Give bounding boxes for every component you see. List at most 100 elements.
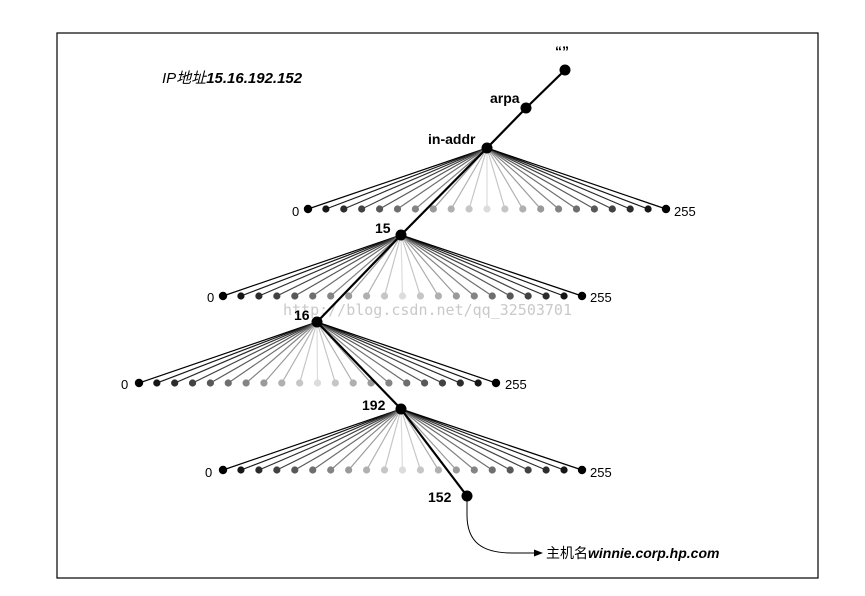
node-in-addr [481, 142, 493, 154]
node-192-label: 192 [362, 397, 386, 413]
fan-2-edge [330, 234, 402, 297]
fan-2-edge [400, 234, 529, 297]
fan-4-child-node [273, 466, 281, 474]
fan-3-child-node [153, 379, 161, 387]
node-152-label: 152 [428, 489, 452, 505]
hostname-arrow [466, 496, 538, 554]
fan-2-edge [400, 234, 583, 297]
fan-2-edge [400, 234, 493, 297]
fan-2-child-node [273, 292, 281, 300]
fan-3-child-node [188, 379, 197, 387]
fan-2-child-node [380, 292, 389, 300]
fan-3-child-node [313, 379, 322, 387]
fan-3-high-label: 255 [505, 377, 527, 392]
fan-2-child-node [560, 292, 568, 300]
fan-1-child-node [501, 205, 509, 213]
tree-nodes [311, 64, 571, 502]
fan-3-edge [210, 321, 318, 384]
fan-4-edge [294, 408, 402, 471]
fan-3-edge [316, 321, 479, 384]
fan-1-edge [486, 147, 542, 210]
fan-2-edge [366, 234, 402, 297]
fan-1-edge [486, 147, 613, 210]
hostname-caption: 主机名winnie.corp.hp.com [546, 545, 719, 561]
fan-1-edge [486, 147, 631, 210]
fan-3-child-node [438, 379, 447, 387]
node-15 [395, 229, 407, 241]
fan-4-child-node [470, 466, 478, 474]
fan-2-child-node [542, 292, 550, 300]
fan-4-child-node [542, 466, 550, 474]
fan-groups [134, 147, 671, 475]
diagram-frame [56, 32, 819, 579]
fan-4-edge [400, 408, 439, 471]
fan-3-child-node [171, 379, 179, 387]
fan-2-child-node [237, 292, 245, 300]
fan-1-child-node [483, 205, 491, 213]
fan-4-child-node [506, 466, 514, 474]
fan-4-child-node [327, 466, 335, 474]
fan-1-edge [486, 147, 524, 210]
fan-3-child-node [278, 379, 286, 387]
fan-2-high-label: 255 [590, 290, 612, 305]
fan-1-child-node [661, 204, 671, 214]
fan-2-edge [400, 234, 511, 297]
fan-2-edge [400, 234, 404, 297]
fan-1-low-label: 0 [292, 204, 299, 219]
fan-2-child-node [470, 292, 478, 300]
fan-1-edge [397, 147, 488, 210]
fan-3-edge [227, 321, 318, 384]
fan-3-low-label: 0 [121, 377, 128, 392]
fan-2-edge [222, 234, 402, 297]
fan-4-edge [400, 408, 404, 471]
fan-3-edge [316, 321, 354, 384]
fan-2-edge [312, 234, 402, 297]
fan-4-edge [400, 408, 565, 471]
fan-1-child-node [322, 205, 330, 213]
ip-address-value: 15.16.192.152 [206, 70, 303, 87]
fan-4-child-node [363, 466, 371, 474]
fan-4-edge [258, 408, 402, 471]
edge-root-arpa [525, 69, 566, 109]
fan-3-edge [316, 321, 319, 384]
edge-inaddr-15 [400, 147, 488, 236]
fan-3-edge [316, 321, 425, 384]
fan-4-child-node [398, 466, 407, 474]
node-15-label: 15 [375, 220, 391, 236]
fan-2-child-node [291, 292, 299, 300]
fan-3-edge [316, 321, 390, 384]
arpa-label: arpa [490, 90, 520, 106]
root-label: “” [555, 43, 569, 59]
fan-3-edge [174, 321, 318, 384]
fan-2-child-node [506, 292, 514, 300]
fan-1-child-node [537, 205, 545, 213]
fan-4-edge [400, 408, 547, 471]
fan-4-edge [400, 408, 583, 471]
fan-4-child-node [577, 465, 587, 475]
fan-1-child-node [644, 205, 652, 213]
fan-4-edge [222, 408, 402, 471]
fan-1-edge [307, 147, 488, 210]
fan-2-child-node [488, 292, 496, 300]
fan-1-child-node [429, 205, 437, 213]
fan-4-child-node [218, 465, 228, 475]
fan-3-edge [192, 321, 318, 384]
fan-2-child-node [309, 292, 317, 300]
fan-3-edge [138, 321, 318, 384]
fan-4-edge [400, 408, 457, 471]
fan-3-child-node [385, 379, 393, 387]
fan-3-edge [316, 321, 336, 384]
fan-3-child-node [331, 379, 339, 387]
fan-2-child-node [398, 292, 407, 300]
fan-2-child-node [577, 291, 587, 301]
fan-4-edge [400, 408, 529, 471]
fan-3-child-node [474, 379, 482, 387]
fan-2-edge [276, 234, 402, 297]
fan-1-child-node [393, 205, 402, 213]
fan-2-edge [400, 234, 457, 297]
hostname-value: winnie.corp.hp.com [588, 545, 719, 561]
fan-1-edge [361, 147, 488, 210]
fan-1-child-node [555, 205, 563, 213]
fan-1-edge [486, 147, 577, 210]
fan-2-edge [400, 234, 475, 297]
